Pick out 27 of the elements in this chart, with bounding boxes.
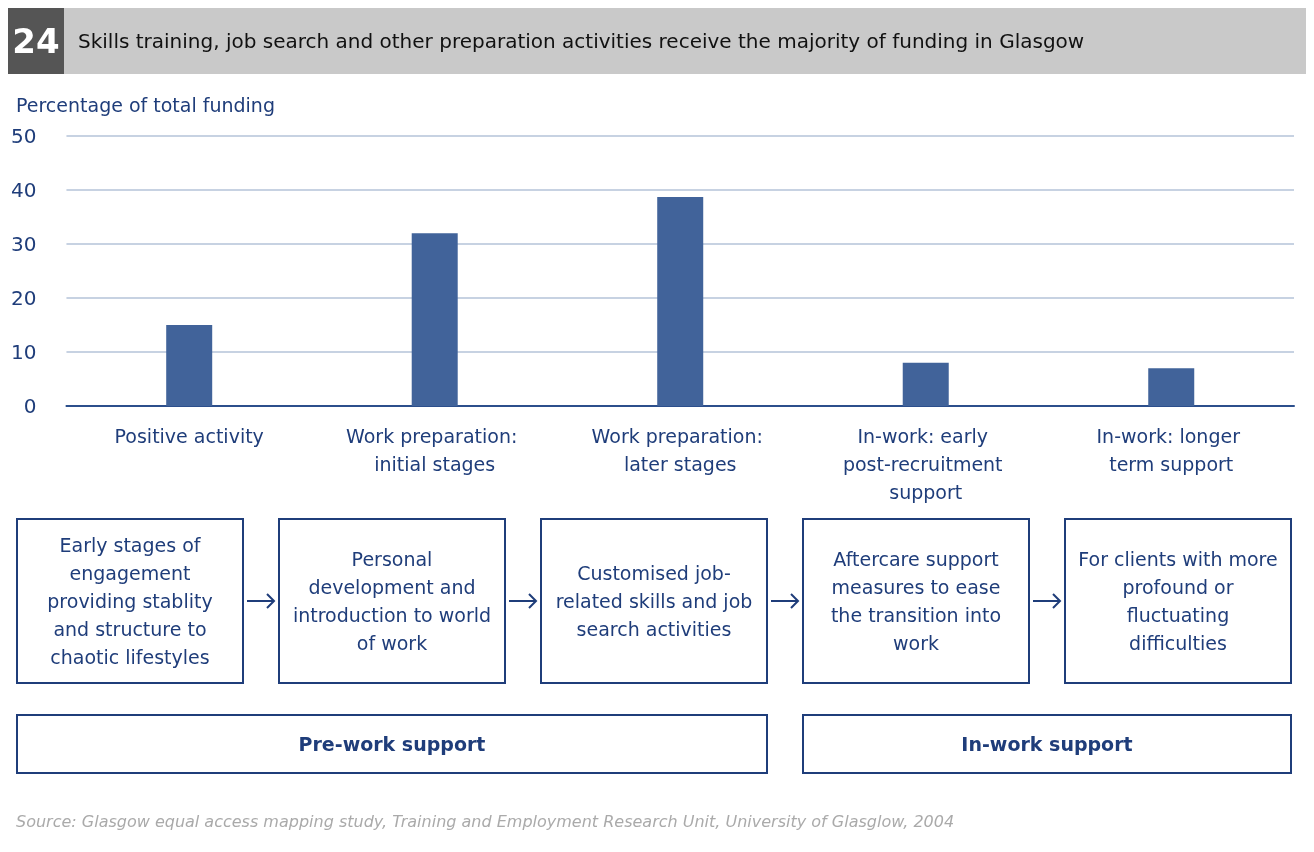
x-tick-label: Work preparation: later stages (591, 425, 769, 475)
x-tick-label: In-work: longer term support (1096, 425, 1246, 475)
text-box: Aftercare support measures to ease the transition into work (802, 518, 1030, 684)
x-tick-label: Positive activity (114, 425, 264, 447)
y-axis-title: Percentage of total funding (16, 94, 276, 116)
text-box: Customised job-related skills and job search activities (540, 518, 768, 684)
x-tick-label: Work preparation: initial stages (346, 425, 524, 475)
text: 24 (8, 8, 64, 74)
y-tick-label: 10 (11, 340, 37, 364)
bar (166, 325, 213, 406)
x-tick-label: In-work: early post-recruitment support (842, 425, 1009, 503)
y-tick-label: 20 (11, 286, 37, 310)
bar (1148, 368, 1195, 406)
text-box: Personal development and introduction to world of work (278, 518, 506, 684)
text-box: For clients with more profound or fluctuating difficulties (1064, 518, 1292, 684)
bar (902, 362, 949, 406)
y-tick-label: 50 (11, 124, 37, 148)
text-box: Early stages of engagement providing stablity and structure to chaotic lifestyles (16, 518, 244, 684)
y-tick-label: 30 (11, 232, 37, 256)
source-note: Source: Glasgow equal access mapping study, Training and Employment Research Unit, University of Glasglow, 2004 (16, 812, 956, 831)
y-tick-label: 0 (23, 394, 37, 418)
text-box: In-work support (802, 714, 1292, 774)
y-tick-label: 40 (11, 178, 37, 202)
chart-title: Skills training, job search and other preparation activities receive the majority of funding in Glasgow (78, 29, 1085, 53)
bar (657, 197, 704, 406)
text-box: Pre-work support (16, 714, 768, 774)
bar (411, 233, 458, 406)
